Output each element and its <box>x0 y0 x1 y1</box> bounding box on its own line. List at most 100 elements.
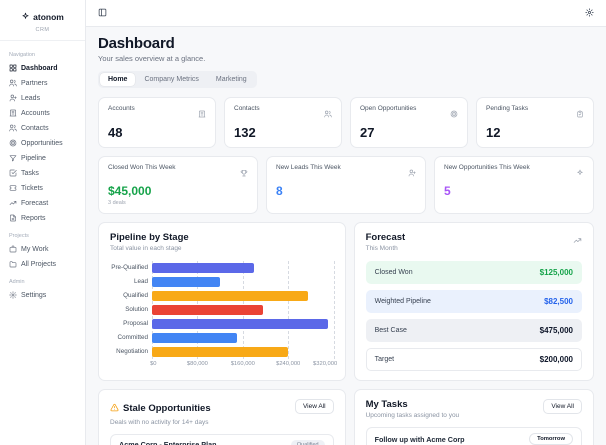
x-tick-label: $80,000 <box>186 361 208 367</box>
sidebar-item-forecast[interactable]: Forecast <box>7 196 78 211</box>
week-label: Closed Won This Week <box>108 164 176 171</box>
folder-icon <box>9 260 17 270</box>
sidebar-item-dashboard[interactable]: Dashboard <box>7 61 78 76</box>
sidebar-item-all-projects[interactable]: All Projects <box>7 257 78 272</box>
sidebar-item-tasks[interactable]: Tasks <box>7 166 78 181</box>
tab-company-metrics[interactable]: Company Metrics <box>144 76 199 83</box>
sidebar-item-accounts[interactable]: Accounts <box>7 106 78 121</box>
stale-subtitle: Deals with no activity for 14+ days <box>110 419 209 426</box>
chart-subtitle: Total value in each stage <box>110 245 182 252</box>
sidebar-item-partners[interactable]: Partners <box>7 76 78 91</box>
x-tick-label: $0 <box>150 361 157 367</box>
sidebar-item-label: My Work <box>21 246 49 253</box>
sidebar-item-label: Leads <box>21 95 41 102</box>
sidebar-item-tickets[interactable]: Tickets <box>7 181 78 196</box>
forecast-row-label: Weighted Pipeline <box>374 298 431 305</box>
target-icon <box>9 139 17 149</box>
stat-card-header: Open Opportunities <box>360 105 458 123</box>
sidebar-item-settings[interactable]: Settings <box>7 288 78 303</box>
forecast-row-weighted-pipeline: Weighted Pipeline $82,500 <box>365 290 582 313</box>
x-tick-label: $160,000 <box>230 361 255 367</box>
warning-icon <box>110 399 119 417</box>
forecast-row-label: Best Case <box>374 327 407 334</box>
stat-card-header: Pending Tasks <box>486 105 584 123</box>
stale-item[interactable]: Acme Corp - Enterprise PlanAcme Corporat… <box>110 434 334 445</box>
task-list: Follow up with Acme CorpTomorrowPrepare … <box>365 427 582 445</box>
bar-row <box>152 289 334 303</box>
tab-home[interactable]: Home <box>100 73 136 86</box>
sidebar-item-leads[interactable]: Leads <box>7 91 78 106</box>
chart-category-label: Lead <box>133 278 148 285</box>
bar-row <box>152 331 334 345</box>
users-icon <box>324 105 332 123</box>
nav-section-label: Admin <box>9 279 25 285</box>
users-icon <box>9 79 17 89</box>
week-label: New Opportunities This Week <box>444 164 530 171</box>
sidebar-item-opportunities[interactable]: Opportunities <box>7 136 78 151</box>
gear-icon[interactable] <box>585 4 594 22</box>
stat-value: 48 <box>108 125 123 140</box>
stat-value: 27 <box>360 125 375 140</box>
sidebar-item-pipeline[interactable]: Pipeline <box>7 151 78 166</box>
bar-row <box>152 345 334 359</box>
sidebar-item-reports[interactable]: Reports <box>7 211 78 226</box>
topbar <box>86 0 606 27</box>
tab-marketing[interactable]: Marketing <box>215 76 247 83</box>
tasks-view-all-button[interactable]: View All <box>543 399 582 414</box>
sidebar-item-label: Forecast <box>21 200 49 207</box>
stale-view-all-button[interactable]: View All <box>294 399 334 414</box>
nav-section-label: Navigation <box>9 52 35 58</box>
sidebar-item-my-work[interactable]: My Work <box>7 242 78 257</box>
stale-title: Stale Opportunities <box>123 402 211 414</box>
task-title: Follow up with Acme Corp <box>374 434 465 444</box>
forecast-title: Forecast <box>365 232 406 243</box>
task-item[interactable]: Follow up with Acme Corp Tomorrow <box>365 427 582 445</box>
sidebar-item-label: Partners <box>21 80 48 87</box>
stat-label: Accounts <box>108 105 135 112</box>
clipboard-icon <box>576 105 584 123</box>
bottom-row: Stale Opportunities Deals with no activi… <box>98 389 594 445</box>
stat-card-header: Accounts <box>108 105 206 123</box>
file-icon <box>9 214 17 224</box>
trending-up-icon <box>573 232 582 250</box>
stage-badge: Qualified <box>290 440 325 445</box>
week-card-new-leads-this-week: New Leads This Week 8 <box>266 156 426 214</box>
chart-category-label: Negotiation <box>116 348 148 355</box>
stat-card-pending-tasks: Pending Tasks 12 <box>476 97 594 148</box>
logo: atonom CRM <box>0 0 85 41</box>
forecast-card: Forecast This Month Closed Won $125,000 We… <box>353 222 594 381</box>
sparkle-icon <box>576 164 584 182</box>
forecast-row-target: Target $200,000 <box>365 348 582 371</box>
logo-text: atonom <box>33 12 64 22</box>
stat-value: 132 <box>234 125 256 140</box>
bar-pre-qualified <box>152 263 255 273</box>
stat-label: Contacts <box>234 105 260 112</box>
forecast-row-label: Closed Won <box>374 269 413 276</box>
trend-icon <box>9 199 17 209</box>
stale-item-meta: Qualified29 days <box>290 440 325 445</box>
charts-row: Pipeline by Stage Total value in each st… <box>98 222 594 381</box>
users-icon <box>9 124 17 134</box>
week-card-header: New Leads This Week <box>276 164 416 182</box>
stats-row: Accounts 48 Contacts 132 Open Opportunities 2… <box>98 97 594 148</box>
bar-solution <box>152 305 263 315</box>
grid-icon <box>9 64 17 74</box>
week-card-closed-won-this-week: Closed Won This Week $45,000 3 deals <box>98 156 258 214</box>
sidebar-item-contacts[interactable]: Contacts <box>7 121 78 136</box>
bar-row <box>152 275 334 289</box>
sidebar-item-label: Reports <box>21 215 46 222</box>
sidebar-item-label: Opportunities <box>21 140 63 147</box>
chart-plot-area <box>152 261 335 359</box>
gear-icon <box>9 290 17 301</box>
stale-item-main: Acme Corp - Enterprise PlanAcme Corporat… <box>119 440 216 445</box>
chart-category-label: Committed <box>117 334 148 341</box>
chart-gridline <box>333 261 335 359</box>
forecast-row-value: $200,000 <box>539 355 573 364</box>
sidebar-item-label: Accounts <box>21 110 50 117</box>
sidebar-item-label: Tickets <box>21 185 43 192</box>
sidebar-nav: Navigation Dashboard Partners Leads Accounts… <box>0 41 85 307</box>
funnel-icon <box>9 154 17 164</box>
stat-label: Open Opportunities <box>360 105 417 112</box>
sidebar-toggle-icon[interactable] <box>98 4 107 22</box>
